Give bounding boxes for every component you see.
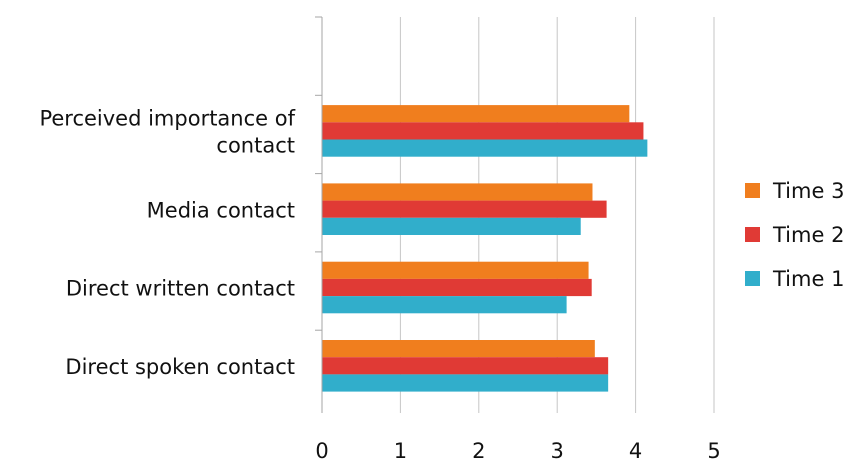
bar-time-1-media-contact <box>322 217 581 235</box>
category-label-perceived-importance-of-contact: Perceived importance of contact <box>39 106 295 157</box>
bar-time-3-media-contact <box>322 183 593 201</box>
legend-item-time-2: Time 2 <box>745 223 844 247</box>
x-tick-label-5: 5 <box>707 439 720 461</box>
bar-time-3-direct-spoken-contact <box>322 340 595 358</box>
x-tick-labels: 0 1 2 3 4 5 <box>315 439 720 461</box>
bar-time-2-perceived-importance-of-contact <box>322 122 644 140</box>
legend-item-time-3: Time 3 <box>745 179 844 203</box>
x-tick-label-0: 0 <box>315 439 328 461</box>
bar-time-2-direct-spoken-contact <box>322 357 609 375</box>
category-label-direct-spoken-contact: Direct spoken contact <box>65 355 295 379</box>
bar-time-1-direct-written-contact <box>322 296 567 314</box>
bar-time-3-direct-written-contact <box>322 261 589 279</box>
bar-time-1-direct-spoken-contact <box>322 374 609 392</box>
legend-label-time-3: Time 3 <box>772 179 844 203</box>
legend-swatch-time-3 <box>745 183 760 198</box>
legend-label-time-2: Time 2 <box>772 223 844 247</box>
legend-label-time-1: Time 1 <box>772 267 844 291</box>
bar-time-3-perceived-importance-of-contact <box>322 105 630 123</box>
bars <box>322 105 648 392</box>
category-labels: Perceived importance of contact Media cont… <box>39 106 295 378</box>
x-tick-label-1: 1 <box>394 439 407 461</box>
bar-time-1-perceived-importance-of-contact <box>322 139 648 157</box>
legend-swatch-time-2 <box>745 227 760 242</box>
legend-item-time-1: Time 1 <box>745 267 844 291</box>
bar-time-2-media-contact <box>322 200 607 218</box>
axes <box>315 16 323 413</box>
bar-time-2-direct-written-contact <box>322 278 592 297</box>
x-tick-label-4: 4 <box>629 439 642 461</box>
legend-swatch-time-1 <box>745 271 760 286</box>
category-label-media-contact: Media contact <box>147 198 295 222</box>
legend: Time 3 Time 2 Time 1 <box>745 179 844 291</box>
category-label-direct-written-contact: Direct written contact <box>66 277 295 301</box>
x-tick-label-2: 2 <box>472 439 485 461</box>
x-tick-label-3: 3 <box>551 439 564 461</box>
